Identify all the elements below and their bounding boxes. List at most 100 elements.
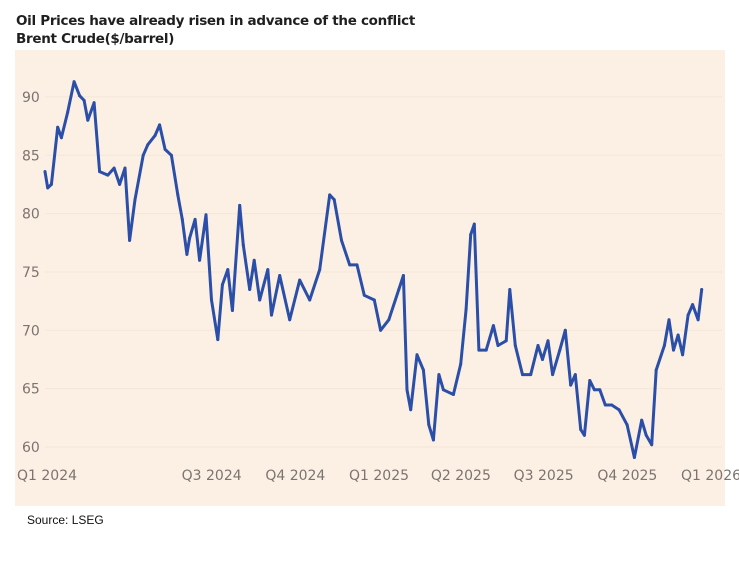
data-point (541, 358, 544, 361)
y-tick-label: 60 (22, 440, 40, 456)
data-point (216, 338, 220, 342)
data-point (617, 408, 621, 412)
data-point (421, 368, 425, 372)
data-point (288, 318, 292, 322)
x-tick-label: Q3 2025 (514, 468, 574, 484)
data-point (558, 348, 562, 352)
data-point (681, 353, 685, 357)
brent-price-line (43, 80, 704, 459)
data-point (204, 213, 208, 217)
data-point (625, 423, 629, 427)
data-point (672, 348, 675, 352)
data-point (118, 182, 122, 186)
data-point (98, 170, 102, 174)
data-point (340, 238, 343, 242)
data-point (644, 433, 648, 437)
data-point (405, 388, 409, 392)
data-point (82, 98, 86, 102)
data-point (484, 348, 488, 352)
data-point (409, 408, 413, 412)
data-point (563, 328, 567, 332)
data-point (49, 182, 53, 186)
data-point (332, 198, 336, 202)
series-layer (43, 80, 704, 459)
data-point (226, 268, 230, 272)
data-point (437, 373, 441, 377)
data-point (220, 283, 224, 287)
data-point (163, 147, 167, 151)
data-point (579, 428, 583, 431)
data-point (355, 263, 359, 267)
x-axis: Q1 2024 Q3 2024 Q4 2024 Q1 2025 Q2 2025 Q3 20… (17, 468, 739, 484)
data-point (632, 456, 636, 459)
data-point (252, 258, 256, 262)
data-point (598, 388, 602, 392)
data-point (72, 80, 76, 84)
y-tick-label: 90 (22, 90, 40, 106)
data-point (387, 318, 391, 322)
data-point (169, 153, 173, 157)
data-point (198, 258, 202, 262)
y-tick-label: 70 (22, 323, 40, 339)
y-tick-label: 65 (22, 382, 40, 398)
data-point (472, 222, 476, 226)
data-point (477, 348, 481, 352)
data-point (696, 318, 700, 322)
chart-subtitle: Brent Crude($/barrel) (16, 31, 175, 47)
data-point (459, 362, 463, 366)
data-point (372, 298, 376, 302)
data-point (603, 403, 607, 407)
data-point (667, 318, 671, 322)
data-point (551, 373, 555, 377)
data-point (188, 236, 192, 240)
data-point (298, 278, 302, 282)
data-point (431, 438, 435, 442)
data-point (153, 133, 157, 137)
data-point (397, 288, 401, 291)
data-point (308, 298, 312, 302)
data-point (569, 383, 573, 387)
data-point (592, 388, 596, 392)
data-point (141, 153, 145, 157)
data-point (86, 118, 90, 122)
data-point (654, 368, 658, 372)
data-point (210, 298, 213, 302)
data-point (700, 288, 704, 291)
data-point (415, 353, 419, 357)
data-point (546, 339, 550, 343)
data-point (508, 288, 512, 291)
data-point (318, 268, 322, 272)
data-point (270, 313, 273, 317)
gridlines (45, 96, 722, 448)
x-tick-label: Q1 2026 (681, 468, 739, 484)
data-point (464, 307, 468, 311)
data-point (133, 198, 137, 202)
chart-title: Oil Prices have already risen in advance… (16, 13, 416, 29)
plot-background (15, 50, 725, 506)
data-point (66, 110, 70, 114)
data-point (491, 324, 495, 328)
data-point (401, 274, 405, 277)
data-point (686, 313, 690, 317)
data-point (248, 288, 252, 291)
x-tick-label: Q1 2024 (17, 468, 77, 484)
data-point (650, 443, 654, 447)
data-point (158, 123, 162, 127)
y-tick-label: 75 (22, 265, 40, 281)
data-point (610, 403, 614, 407)
y-tick-label: 80 (22, 207, 40, 223)
data-point (266, 268, 270, 272)
data-point (328, 193, 332, 197)
data-point (691, 303, 695, 307)
data-point (573, 373, 577, 377)
data-point (362, 293, 366, 297)
data-point (92, 101, 96, 105)
x-tick-label: Q4 2025 (597, 468, 657, 484)
data-point (588, 379, 592, 382)
x-tick-label: Q2 2025 (431, 468, 491, 484)
data-point (123, 166, 127, 170)
data-point (230, 309, 234, 312)
data-point (348, 263, 352, 267)
data-point (185, 252, 189, 256)
